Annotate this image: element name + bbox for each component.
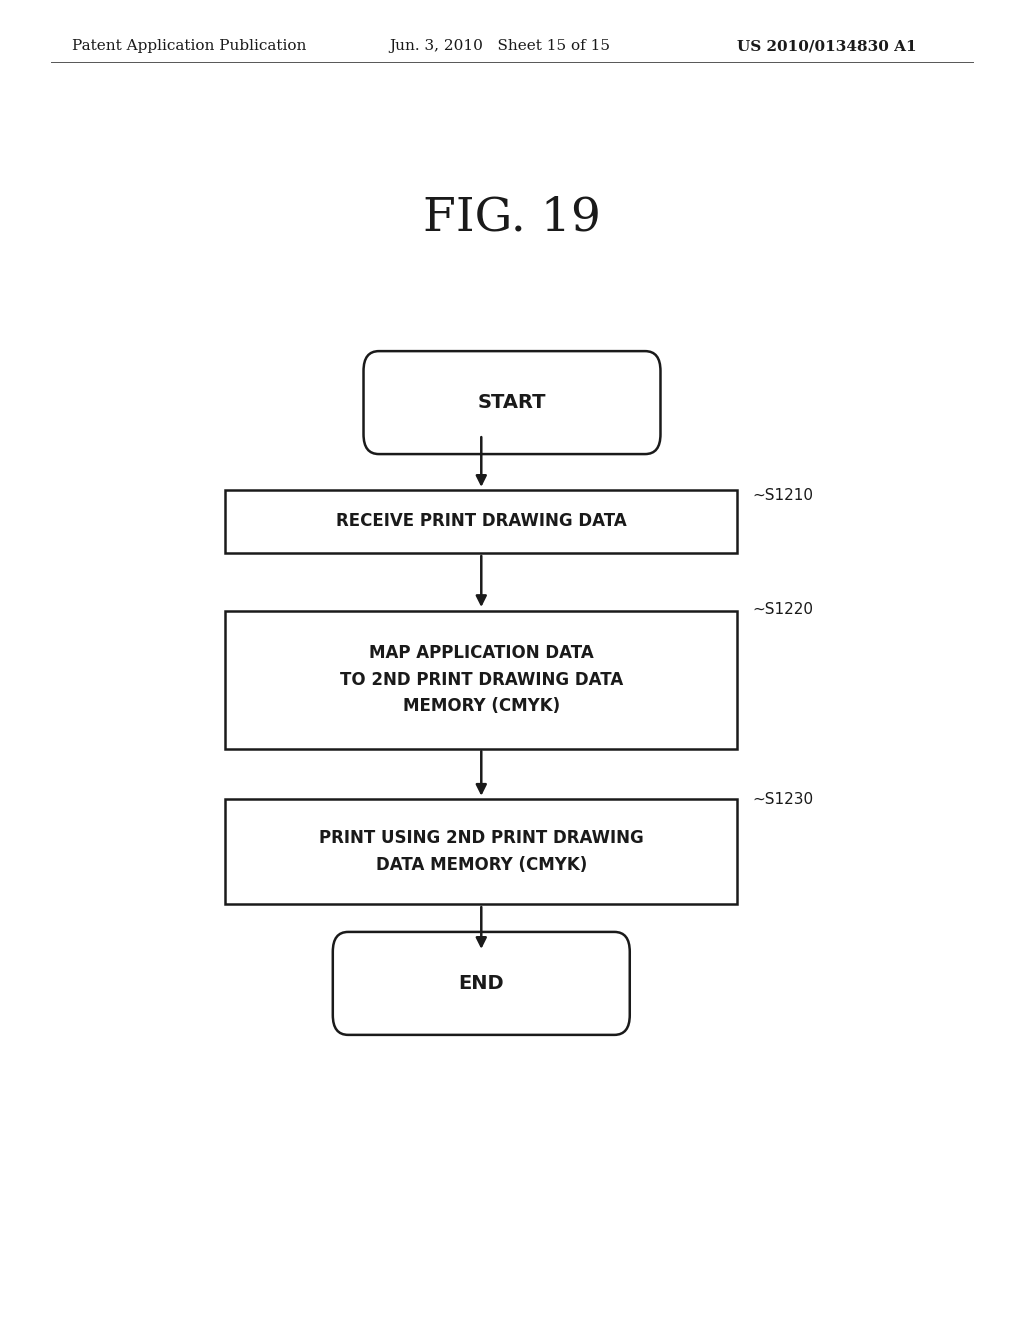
Bar: [225, 799, 737, 904]
FancyBboxPatch shape: [364, 351, 660, 454]
Text: MAP APPLICATION DATA
TO 2ND PRINT DRAWING DATA
MEMORY (CMYK): MAP APPLICATION DATA TO 2ND PRINT DRAWIN…: [340, 644, 623, 715]
Text: ~S1220: ~S1220: [753, 602, 814, 618]
Text: START: START: [478, 393, 546, 412]
Text: ~S1230: ~S1230: [753, 792, 814, 808]
Text: Jun. 3, 2010   Sheet 15 of 15: Jun. 3, 2010 Sheet 15 of 15: [389, 40, 610, 53]
Text: RECEIVE PRINT DRAWING DATA: RECEIVE PRINT DRAWING DATA: [336, 512, 627, 531]
FancyBboxPatch shape: [333, 932, 630, 1035]
Text: PRINT USING 2ND PRINT DRAWING
DATA MEMORY (CMYK): PRINT USING 2ND PRINT DRAWING DATA MEMOR…: [318, 829, 644, 874]
Text: Patent Application Publication: Patent Application Publication: [72, 40, 306, 53]
Text: FIG. 19: FIG. 19: [423, 195, 601, 240]
Bar: [225, 490, 737, 553]
Text: ~S1210: ~S1210: [753, 487, 814, 503]
Text: US 2010/0134830 A1: US 2010/0134830 A1: [737, 40, 916, 53]
Text: END: END: [459, 974, 504, 993]
Bar: [225, 610, 737, 750]
